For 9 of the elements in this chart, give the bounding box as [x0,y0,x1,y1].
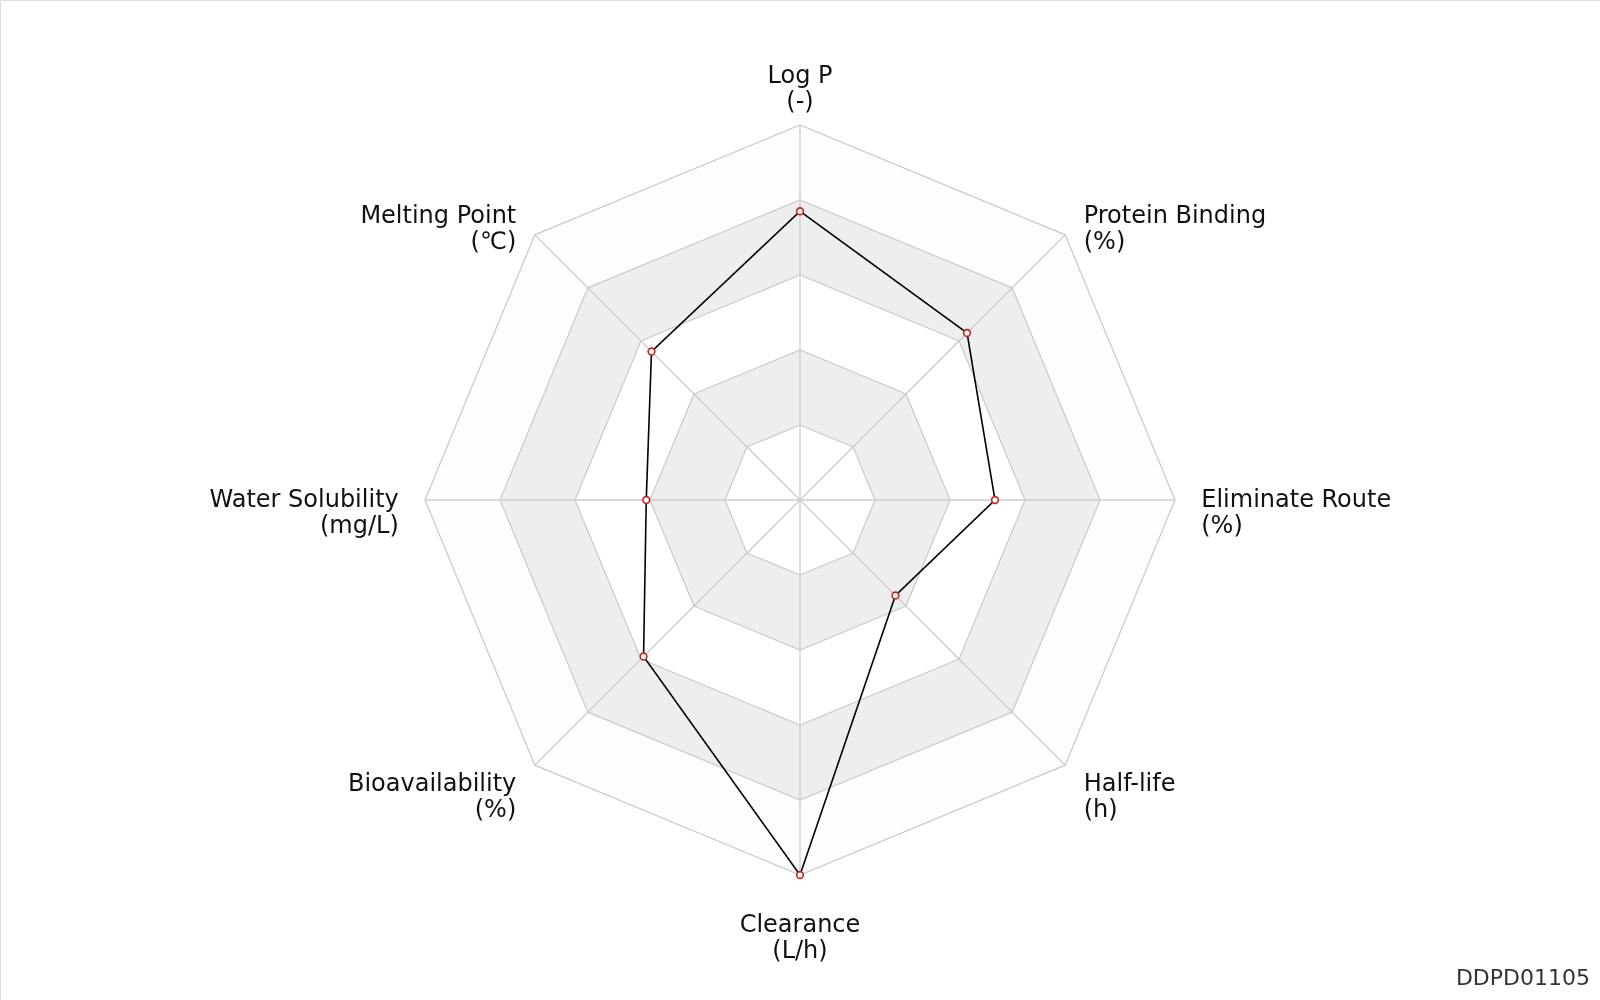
spoke-label: Melting Point (℃) [360,201,517,256]
text: DDPD01105 [1455,965,1590,990]
spoke-label: Eliminate Route (%) [1201,485,1392,539]
spoke-label: Protein Binding (%) [1083,201,1267,256]
spoke-label: Water Solubility (mg/L) [209,485,399,539]
spoke-label: Half-life (h) [1083,768,1176,823]
spoke-label: Clearance (L/h) [739,909,861,964]
spoke-label: Log P (-) [767,60,833,115]
spoke-label: Bioavailability (%) [347,768,517,823]
